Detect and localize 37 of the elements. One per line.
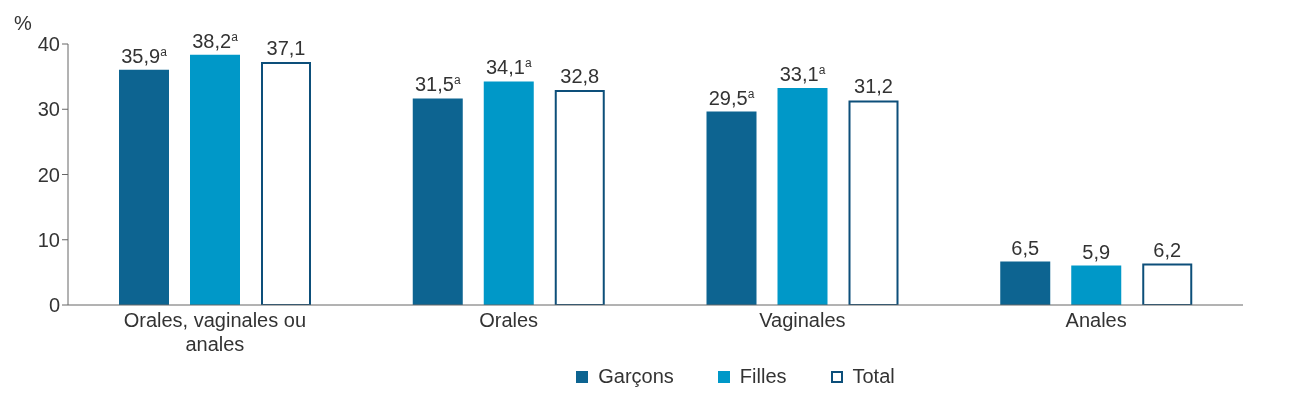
data-label: 6,5 [1011,236,1040,259]
legend-label: Garçons [598,365,674,388]
bar [706,111,757,305]
y-tick-label: 0 [48,294,60,317]
legend-label: Total [852,365,895,388]
x-tick-label: Orales [479,309,539,331]
bar [1000,261,1051,305]
x-tick-label: Anales [1065,309,1127,331]
y-tick-label: 30 [37,98,60,121]
data-label: 31,5$^{a}$ [414,73,461,96]
x-tick-label: Orales, vaginales ou anales [123,309,307,355]
bar [1142,263,1193,305]
data-label: 5,9 [1082,240,1111,263]
data-label: 37,1 [266,36,306,59]
data-label: 34,1$^{a}$ [485,56,532,79]
x-tick-label: Vaginales [759,309,846,331]
data-label: 6,2 [1153,238,1182,261]
data-label: 32,8 [560,64,600,87]
bar [412,98,463,305]
bar [119,69,169,305]
y-tick-label: 10 [37,228,60,251]
bar [1071,265,1122,305]
data-label: 29,5$^{a}$ [708,86,755,109]
legend-label: Filles [739,365,787,388]
bar [483,81,534,305]
bar [777,88,828,305]
y-axis-title: % [14,12,32,35]
data-label: 35,9$^{a}$ [121,44,168,67]
data-label: 31,2 [854,75,893,98]
data-label: 33,1$^{a}$ [779,63,826,86]
y-tick-label: 40 [37,33,60,56]
bar [261,61,311,305]
bar [848,100,899,305]
bar [190,54,240,305]
y-tick-label: 20 [37,163,60,186]
bar [554,89,605,305]
data-label: 38,2$^{a}$ [192,29,239,52]
